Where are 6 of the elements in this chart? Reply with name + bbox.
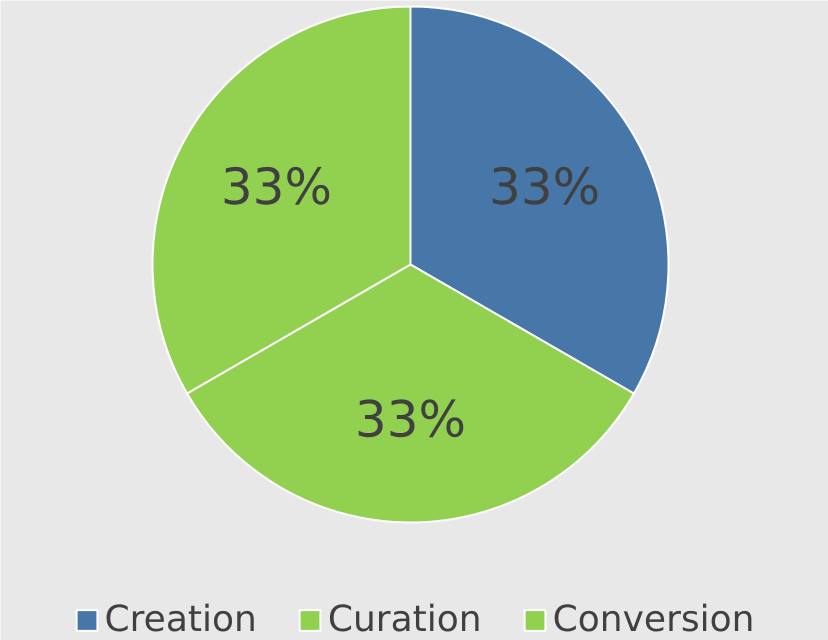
legend-label: Conversion — [552, 599, 754, 640]
data-label: 33% — [488, 158, 600, 216]
data-label: 33% — [220, 158, 332, 216]
legend-label: Creation — [104, 599, 257, 640]
data-label: 33% — [354, 390, 466, 448]
legend-label: Curation — [328, 599, 482, 640]
